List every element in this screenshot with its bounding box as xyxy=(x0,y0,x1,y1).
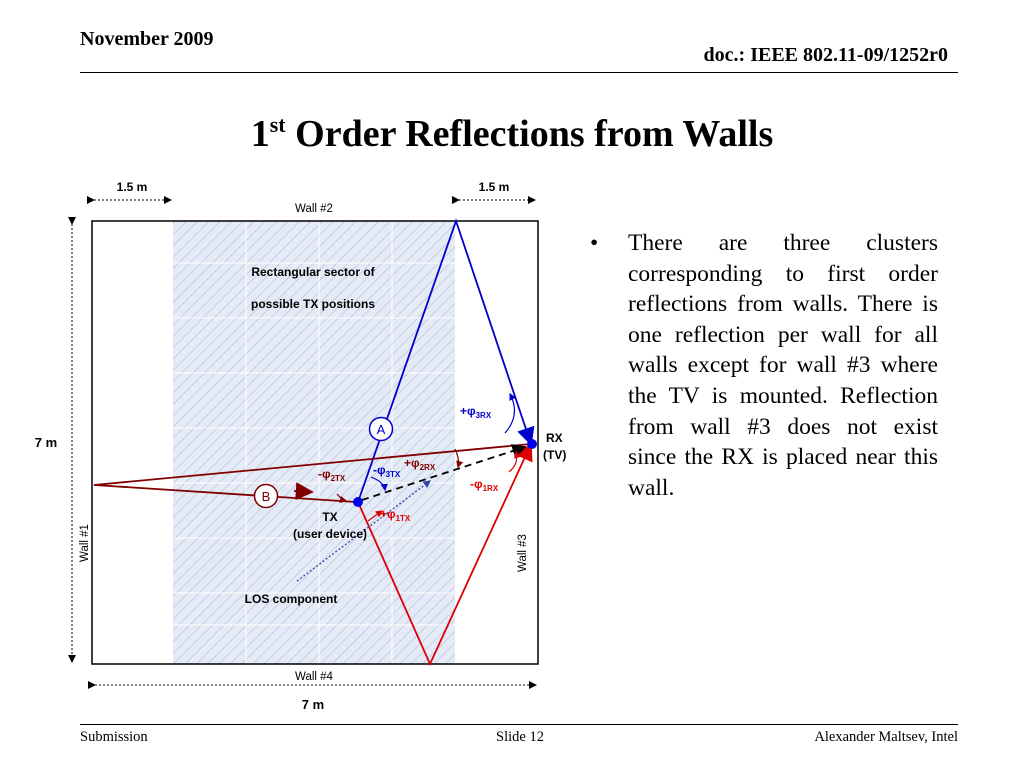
wall2-label: Wall #2 xyxy=(295,203,333,215)
arc-phi3tx xyxy=(370,476,388,492)
title-rest: Order Reflections from Walls xyxy=(285,113,774,155)
rx-label-line1: RX xyxy=(546,431,563,445)
footer-author: Alexander Maltsev, Intel xyxy=(814,729,958,745)
angle-phi1rx: -φ1RX xyxy=(470,477,499,493)
bullet-mark: • xyxy=(590,230,599,256)
bullet-text: There are three clusters corresponding t… xyxy=(628,230,938,501)
ray-wall2-reflection xyxy=(357,218,535,503)
angle-phi3tx: -φ3TX xyxy=(373,463,401,479)
angle-phi2tx: -φ2TX xyxy=(318,467,346,483)
marker-a-label: A xyxy=(377,422,386,437)
los-ray xyxy=(361,444,527,501)
arc-phi2rx xyxy=(454,448,464,469)
arc-phi2tx xyxy=(336,493,348,504)
footer-slide-number: Slide 12 xyxy=(496,729,544,745)
tx-node xyxy=(353,497,363,507)
angle-phi3rx: +φ3RX xyxy=(460,404,492,420)
header-date: November 2009 xyxy=(80,28,214,50)
tx-label-line1: TX xyxy=(322,510,337,524)
sector-label-line1: Rectangular sector of xyxy=(251,265,375,279)
ray-wall1-tx-arrow xyxy=(293,482,314,501)
arc-phi1tx xyxy=(367,510,383,522)
bullet-item: • There are three clusters corresponding … xyxy=(590,228,938,503)
marker-a-circle xyxy=(368,416,394,442)
tx-sector-area xyxy=(173,221,455,664)
marker-b-label: B xyxy=(262,489,271,504)
title-superscript: st xyxy=(269,112,286,137)
header-divider xyxy=(80,72,958,73)
title-prefix: 1 xyxy=(250,113,270,155)
sector-grid xyxy=(173,221,455,664)
room-reflection-diagram: 1.5 m 1.5 m Wall #2 Wall #4 Wall #1 Wall… xyxy=(35,180,567,712)
rx-label-line2: (TV) xyxy=(543,448,566,462)
footer-submission: Submission xyxy=(80,729,148,745)
dim-label-left-top: 1.5 m xyxy=(117,180,148,194)
slide-title: 1st Order Reflections from Walls xyxy=(0,112,1024,156)
room-outline xyxy=(91,220,539,665)
angle-phi1tx: +φ1TX xyxy=(380,507,411,523)
angle-phi2rx: +φ2RX xyxy=(404,456,436,472)
width-dim-label: 7 m xyxy=(302,697,324,712)
wall1-label: Wall #1 xyxy=(79,524,91,562)
wall3-label: Wall #3 xyxy=(517,534,529,572)
arc-phi3rx xyxy=(504,392,516,434)
ray-wall4-reflection xyxy=(357,442,533,667)
arc-phi1rx xyxy=(508,450,521,473)
wall4-label: Wall #4 xyxy=(295,671,334,683)
tx-label-line2: (user device) xyxy=(293,527,367,541)
height-dim-label: 7 m xyxy=(35,435,57,450)
rx-node xyxy=(527,439,537,449)
marker-b-circle xyxy=(253,483,279,509)
dim-label-right-top: 1.5 m xyxy=(479,180,510,194)
sector-label-line2: possible TX positions xyxy=(251,297,375,311)
footer-divider xyxy=(80,724,958,725)
bullet-list: • There are three clusters corresponding … xyxy=(590,228,938,503)
header-doc-id: doc.: IEEE 802.11-09/1252r0 xyxy=(703,44,948,66)
los-label: LOS component xyxy=(245,592,338,606)
